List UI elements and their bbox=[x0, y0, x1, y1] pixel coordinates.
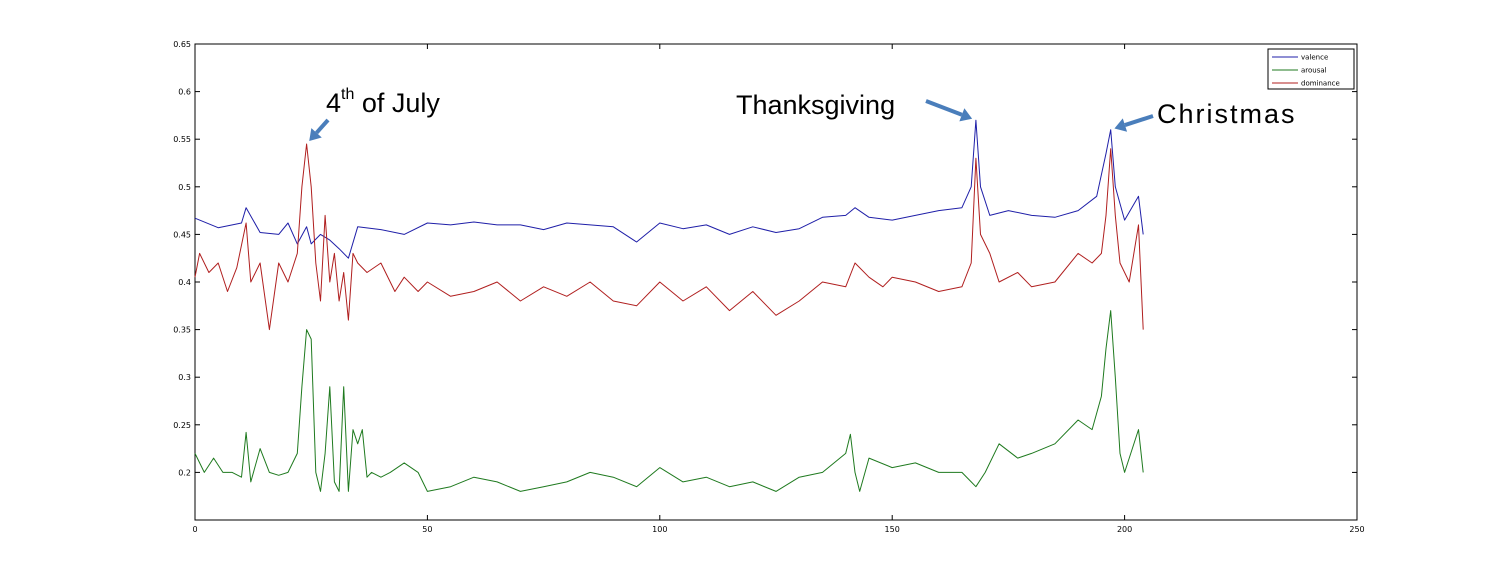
legend-label-dominance: dominance bbox=[1301, 80, 1340, 88]
y-tick-label: 0.55 bbox=[173, 135, 191, 144]
series-line-dominance bbox=[194, 143, 1144, 331]
annotation-arrow-shaft bbox=[925, 99, 963, 117]
y-tick-label: 0.45 bbox=[173, 230, 191, 239]
y-tick-label: 0.35 bbox=[173, 326, 191, 335]
annotation-arrow-head bbox=[309, 128, 322, 141]
legend-label-arousal: arousal bbox=[1301, 67, 1327, 75]
x-tick-label: 0 bbox=[192, 525, 197, 534]
y-tick-label: 0.65 bbox=[173, 40, 191, 49]
y-tick-label: 0.25 bbox=[173, 421, 191, 430]
legend-box bbox=[1267, 48, 1355, 90]
annotation-christmas: Christmas bbox=[1157, 99, 1297, 129]
annotation-thanksgiving: Thanksgiving bbox=[736, 90, 896, 120]
y-tick-label: 0.5 bbox=[178, 183, 191, 192]
x-tick-label: 50 bbox=[422, 525, 432, 534]
annotation-arrow-shaft bbox=[315, 118, 330, 135]
y-axis: 0.2 0.25 0.3 0.35 0.4 0.45 0.5 0.55 0.6 0.65 bbox=[173, 40, 1357, 477]
x-tick-label: 100 bbox=[652, 525, 667, 534]
annotation-arrow-head bbox=[959, 108, 973, 122]
y-tick-label: 0.2 bbox=[178, 468, 191, 477]
y-tick-label: 0.4 bbox=[178, 278, 191, 287]
legend-label-valence: valence bbox=[1301, 54, 1328, 62]
annotation-arrow-head bbox=[1114, 118, 1128, 132]
series-lines bbox=[194, 119, 1144, 492]
plot-area bbox=[194, 43, 1358, 521]
y-tick-label: 0.3 bbox=[178, 373, 191, 382]
x-axis: 0 50 100 150 200 250 bbox=[192, 44, 1365, 534]
series-line-arousal bbox=[194, 310, 1144, 492]
x-tick-label: 250 bbox=[1349, 525, 1364, 534]
annotation-arrows bbox=[309, 99, 1154, 141]
y-tick-label: 0.6 bbox=[178, 88, 191, 97]
annotation-july4: 4th of July bbox=[326, 86, 440, 118]
x-tick-label: 200 bbox=[1117, 525, 1132, 534]
legend: valence arousal dominance bbox=[1267, 48, 1355, 90]
x-tick-label: 150 bbox=[885, 525, 900, 534]
annotation-arrow-shaft bbox=[1124, 114, 1154, 127]
